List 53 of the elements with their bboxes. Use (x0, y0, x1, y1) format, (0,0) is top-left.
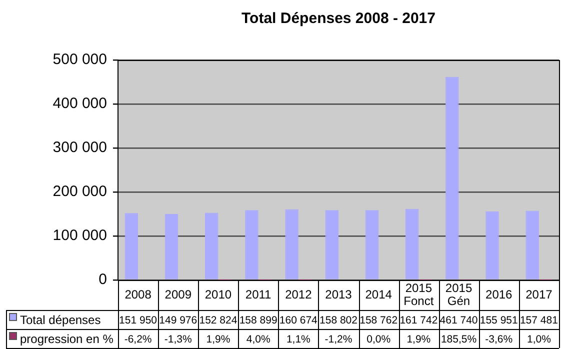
x-tick-label: 2009 (164, 287, 192, 302)
data-label: 151 950 (119, 314, 158, 326)
bar (405, 208, 419, 280)
x-tick-label: 2010 (204, 287, 232, 302)
bar (285, 209, 298, 280)
data-label: 157 481 (520, 314, 558, 326)
y-tick-label: 0 (98, 271, 107, 288)
x-tick-label: 2008 (124, 287, 152, 302)
x-tick-label: 2016 (486, 287, 513, 302)
data-label: 1,9% (206, 333, 230, 346)
data-label: 149 976 (159, 314, 198, 326)
x-tick-label: 2011 (245, 287, 272, 302)
data-label: 1,0% (526, 333, 551, 346)
bar (325, 210, 338, 280)
data-label: 461 740 (440, 314, 478, 326)
chart-title: Total Dépenses 2008 - 2017 (242, 10, 436, 28)
data-label: 158 802 (320, 314, 358, 326)
x-tick-label: 2013 (325, 287, 352, 302)
bar (526, 210, 539, 280)
x-tick-label: 2012 (285, 287, 312, 302)
y-tick-label: 300 000 (52, 139, 107, 156)
text: -6,2% (124, 333, 152, 346)
legend-label: progression en % (20, 332, 114, 346)
data-label: 160 674 (279, 314, 318, 326)
y-tick-label: 500 000 (52, 51, 107, 68)
text: -1,3% (164, 333, 192, 346)
bar (245, 210, 258, 280)
x-tick-label: 2014 (365, 287, 392, 302)
data-label: 155 951 (480, 314, 518, 326)
text: -3,6% (485, 333, 513, 346)
data-label: 152 824 (199, 314, 238, 326)
bar (205, 212, 218, 280)
data-label: 1,9% (406, 333, 431, 346)
data-label: 161 742 (400, 314, 438, 326)
data-label: 4,0% (246, 333, 270, 346)
bar (164, 214, 178, 280)
data-label: 158 899 (239, 314, 278, 326)
text: -1,2% (324, 333, 352, 346)
bar (486, 211, 499, 280)
bar (124, 213, 138, 280)
bar (446, 76, 459, 280)
legend-label: Total dépenses (20, 312, 101, 326)
y-tick-label: 200 000 (52, 183, 107, 200)
data-label: 185,5% (440, 333, 477, 346)
x-tick-label: 2017 (526, 287, 553, 302)
data-label: 0,0% (366, 333, 391, 346)
y-tick-label: 100 000 (52, 227, 107, 244)
data-label: 158 762 (360, 314, 398, 326)
data-label: 1,1% (286, 333, 310, 346)
x-tick-label: 2015 Fonct (404, 280, 434, 308)
x-tick-label: 2015 Gén (445, 280, 472, 308)
bar (365, 210, 379, 280)
y-tick-label: 400 000 (52, 95, 107, 112)
